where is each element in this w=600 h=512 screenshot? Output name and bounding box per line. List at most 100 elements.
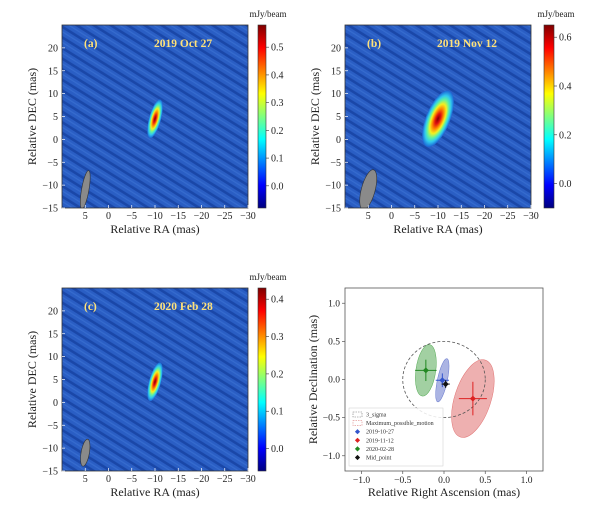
colorbar-tick-label: 0.0: [271, 181, 284, 192]
panel-date-title: 2020 Feb 28: [154, 301, 213, 313]
panel-label: (c): [84, 301, 97, 313]
x-tick-label: −20: [194, 474, 210, 485]
colorbar-tick-label: 0.6: [559, 33, 572, 44]
y-tick-label: −10: [42, 181, 58, 192]
data-point: [442, 381, 449, 388]
source-emission: [147, 99, 163, 139]
colorbar-tick-label: 0.2: [271, 126, 284, 137]
y-tick-label: 0.0: [328, 376, 340, 386]
x-tick-label: −25: [217, 474, 233, 485]
three-sigma-circle: [402, 340, 486, 419]
legend-entry: 2019-10-27: [366, 430, 394, 436]
x-tick-label: 0: [106, 211, 111, 222]
heatmap-image: [62, 25, 248, 208]
x-tick-label: 0: [106, 474, 111, 485]
colorbar-label: mJy/beam: [538, 9, 575, 19]
x-tick-label: −25: [217, 211, 233, 222]
y-tick-label: 10: [48, 352, 58, 363]
panel-a: 5 0 −5 −10 −15 −20 −25 −3020151050−5−10−15Relat…: [25, 9, 287, 236]
x-tick-label: −20: [477, 211, 493, 222]
x-axis-label: Relative RA (mas): [110, 222, 199, 236]
y-axis-label: Relative DEC (mas): [25, 68, 39, 165]
x-tick-label: −1.0: [353, 476, 370, 486]
x-tick-label: −25: [500, 211, 516, 222]
panel-astrometry: −1.0 −0.5 0.0 0.5 1.01.00.50.0−0.5−1.0Relati…: [306, 287, 544, 499]
panel-date-title: 2019 Oct 27: [154, 38, 212, 50]
legend-box: [348, 407, 444, 467]
y-tick-label: 20: [48, 43, 58, 54]
legend-swatch: [354, 429, 361, 435]
y-tick-label: −5: [330, 158, 341, 169]
colorbar-tick-label: 0.3: [271, 98, 284, 109]
y-tick-label: 20: [48, 306, 58, 317]
legend-entry: 2019-11-12: [366, 438, 394, 444]
source-emission: [422, 90, 454, 147]
x-tick-label: −5: [126, 211, 137, 222]
panel-b: 5 0 −5 −10 −15 −20 −25 −3020151050−5−10−15Relat…: [308, 9, 575, 236]
colorbar-tick-label: 0.4: [559, 82, 572, 93]
x-tick-label: −15: [170, 211, 186, 222]
beam-ellipse: [80, 438, 91, 467]
y-tick-label: −5: [47, 421, 58, 432]
plot-area: [402, 340, 495, 438]
y-tick-label: 5: [53, 375, 58, 386]
x-tick-label: 1.0: [521, 476, 533, 486]
panel-date-title: 2019 Nov 12: [437, 38, 497, 50]
legend-swatch: [352, 411, 363, 418]
legend-swatch: [354, 437, 361, 443]
y-axis-label: Relative DEC (mas): [25, 331, 39, 428]
x-tick-label: 5: [83, 474, 88, 485]
panel-label: (b): [367, 38, 381, 50]
y-tick-label: 0: [53, 398, 58, 409]
x-tick-label: 0: [389, 211, 394, 222]
panel-label: (a): [84, 38, 98, 50]
y-tick-label: 0: [53, 135, 58, 146]
colorbar-tick-label: 0.2: [559, 130, 572, 141]
y-tick-label: 15: [48, 329, 58, 340]
y-tick-label: −15: [325, 204, 341, 215]
legend-entry: Maximum_possible_motion: [366, 421, 434, 427]
y-tick-label: 10: [331, 89, 341, 100]
colorbar: [257, 24, 267, 209]
colorbar-label: mJy/beam: [250, 9, 287, 19]
data-point: [439, 377, 446, 384]
y-tick-label: −1.0: [323, 452, 340, 462]
colorbar-tick-label: 0.2: [271, 369, 284, 380]
data-point: [422, 367, 429, 374]
legend-swatch: [354, 454, 361, 461]
x-tick-label: −0.5: [394, 476, 411, 486]
y-axis-label: Relative DEC (mas): [308, 68, 322, 165]
x-axis-label: Relative RA (mas): [393, 222, 482, 236]
x-tick-label: −5: [126, 474, 137, 485]
legend-entry: Mid_point: [366, 456, 392, 462]
y-axis-label: Relative Declination (mas): [306, 315, 320, 444]
colorbar-tick-label: 0.3: [271, 332, 284, 343]
data-point: [469, 395, 476, 402]
x-tick-label: −10: [430, 211, 446, 222]
x-tick-label: 5: [366, 211, 371, 222]
x-tick-label: −30: [240, 474, 256, 485]
y-tick-label: 0: [336, 135, 341, 146]
x-tick-label: 5: [83, 211, 88, 222]
y-tick-label: −15: [42, 467, 58, 478]
colorbar-tick-label: 0.0: [271, 444, 284, 455]
y-tick-label: −10: [42, 444, 58, 455]
x-tick-label: −15: [170, 474, 186, 485]
colorbar-tick-label: 0.1: [271, 154, 284, 165]
heatmap-image: [62, 288, 248, 471]
x-tick-label: −20: [194, 211, 210, 222]
y-tick-label: −0.5: [323, 414, 340, 424]
colorbar-tick-label: 0.5: [271, 43, 284, 54]
colorbar-tick-label: 0.0: [559, 179, 572, 190]
legend-entry: 3_sigma: [366, 413, 387, 419]
colorbar-tick-label: 0.4: [271, 70, 284, 81]
colorbar: [257, 287, 267, 472]
y-tick-label: 1.0: [328, 299, 340, 309]
y-tick-label: −10: [325, 181, 341, 192]
x-tick-label: −10: [147, 211, 163, 222]
y-tick-label: 10: [48, 89, 58, 100]
x-axis-label: Relative Right Ascension (mas): [368, 485, 520, 499]
y-tick-label: 5: [336, 112, 341, 123]
legend-swatch: [352, 420, 363, 426]
y-tick-label: −15: [42, 204, 58, 215]
